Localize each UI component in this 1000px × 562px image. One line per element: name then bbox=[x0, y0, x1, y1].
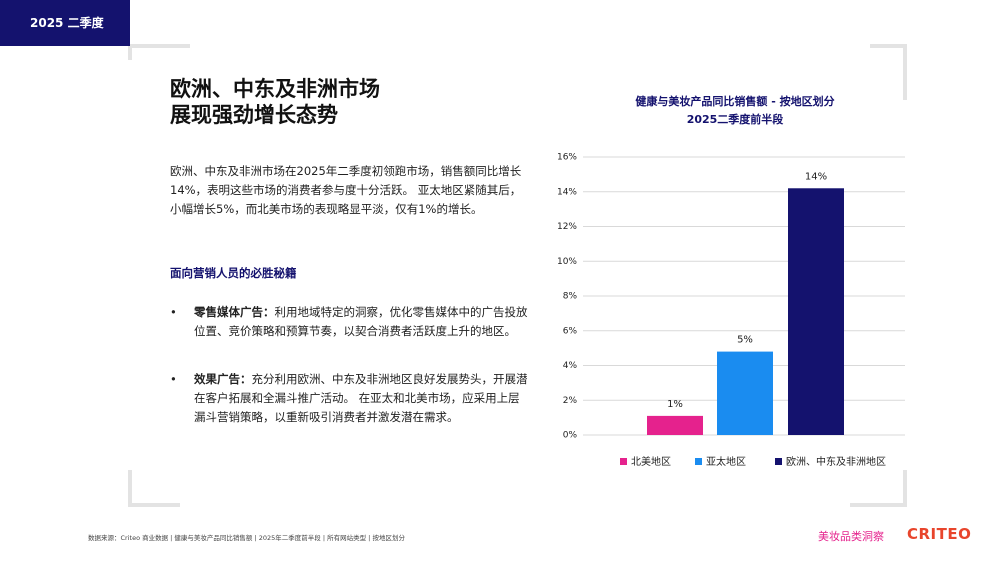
y-tick-label: 10% bbox=[557, 257, 577, 267]
chart-title: 健康与美妆产品同比销售额 - 按地区划分 bbox=[635, 94, 834, 108]
bullet-label: 零售媒体广告： bbox=[194, 305, 275, 319]
y-tick-label: 16% bbox=[557, 153, 577, 163]
value-label: 14% bbox=[805, 171, 827, 182]
y-tick-label: 14% bbox=[557, 187, 577, 197]
tag: 美妆品类洞察 bbox=[818, 530, 884, 543]
heading-line: 欧洲、中东及非洲市场 bbox=[170, 77, 380, 101]
chart-subtitle: 2025二季度前半段 bbox=[687, 112, 784, 126]
bullet: • 效果广告：充分利用欧洲、中东及非洲地区良好发展势头，开展潜在客户拓展和全漏斗推… bbox=[170, 372, 528, 424]
legend-swatch bbox=[695, 458, 702, 465]
value-label: 1% bbox=[667, 399, 683, 410]
frame-corner bbox=[128, 44, 907, 507]
legend-label: 北美地区 bbox=[631, 455, 671, 468]
y-tick-label: 2% bbox=[563, 396, 578, 406]
legend-label: 欧洲、中东及非洲地区 bbox=[786, 455, 886, 468]
y-tick-label: 4% bbox=[563, 361, 578, 371]
heading-line: 展现强劲增长态势 bbox=[170, 103, 338, 127]
y-tick-label: 8% bbox=[563, 292, 578, 302]
badge: 2025 二季度 bbox=[0, 0, 130, 46]
bullet-label: 效果广告： bbox=[194, 372, 252, 386]
bullet-text: 充分利用欧洲、中东及非洲地区良好发展势头，开展潜在客户拓展和全漏斗推广活动。 在… bbox=[194, 372, 528, 424]
subheading: 面向营销人员的必胜秘籍 bbox=[170, 266, 297, 280]
legend-swatch bbox=[620, 458, 627, 465]
value-label: 5% bbox=[737, 335, 753, 346]
bar bbox=[788, 188, 844, 435]
legend-swatch bbox=[775, 458, 782, 465]
y-tick-label: 12% bbox=[557, 222, 577, 232]
source: 数据来源：Criteo 商业数据 | 健康与美妆产品同比销售额 | 2025年二… bbox=[88, 534, 405, 542]
paragraph: 欧洲、中东及非洲市场在2025年二季度初领跑市场，销售额同比增长14%，表明这些… bbox=[170, 164, 522, 216]
chart: 健康与美妆产品同比销售额 - 按地区划分 2025二季度前半段 0% 2% 4% 6%… bbox=[557, 94, 905, 468]
bar bbox=[717, 351, 773, 435]
logo: CRITEO bbox=[907, 525, 972, 543]
y-tick-label: 6% bbox=[563, 326, 578, 336]
bullet-text: 利用地域特定的洞察，优化零售媒体中的广告投放位置、竞价策略和预算节奏，以契合消费… bbox=[194, 305, 528, 338]
bar bbox=[647, 415, 703, 435]
y-tick-label: 0% bbox=[563, 431, 578, 441]
bullet: • 零售媒体广告：利用地域特定的洞察，优化零售媒体中的广告投放位置、竞价策略和预算… bbox=[170, 305, 528, 338]
heading: 欧洲、中东及非洲市场 展现强劲增长态势 bbox=[170, 76, 380, 128]
legend-label: 亚太地区 bbox=[706, 455, 746, 468]
